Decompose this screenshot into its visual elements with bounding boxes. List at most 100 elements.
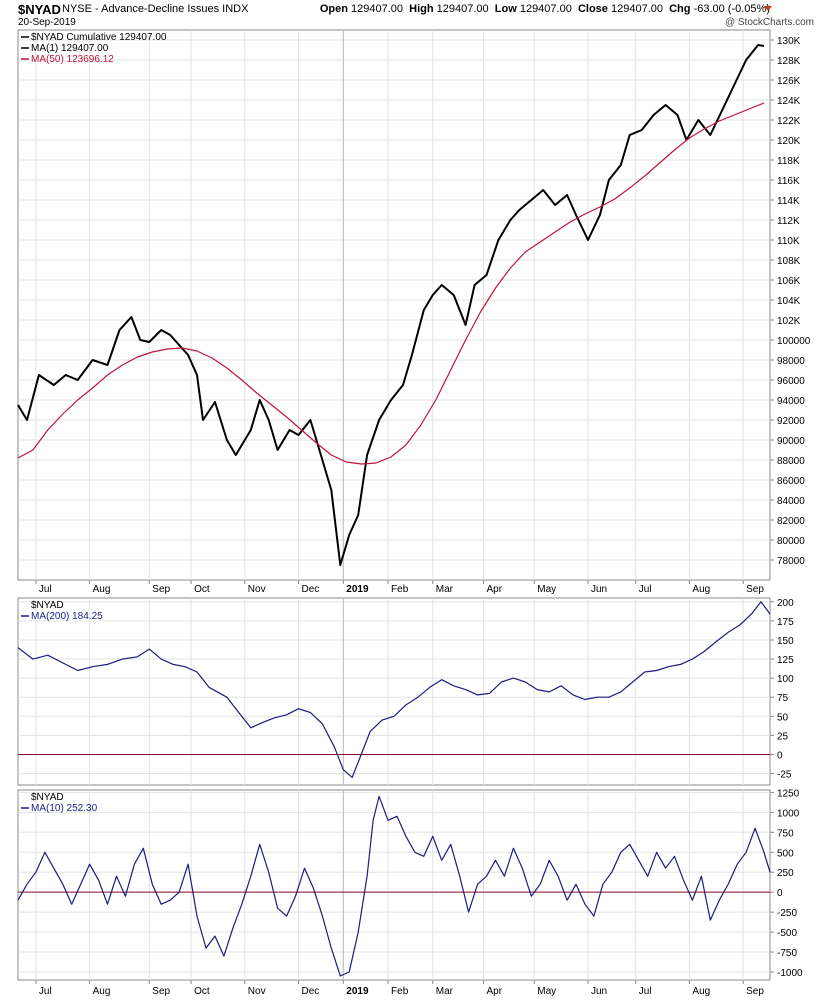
y-tick-label: 750 <box>777 828 794 839</box>
y-tick-label: 118K <box>777 156 800 167</box>
x-tick-label: Dec <box>302 986 320 997</box>
y-tick-label: 500 <box>777 848 794 859</box>
x-tick-label: 2019 <box>346 986 369 997</box>
x-tick-label: Jul <box>39 986 52 997</box>
y-tick-label: 175 <box>777 617 794 628</box>
y-tick-label: 82000 <box>777 516 805 527</box>
y-tick-label: 96000 <box>777 376 805 387</box>
y-tick-label: -500 <box>777 928 797 939</box>
x-tick-label: Sep <box>152 584 170 595</box>
legend-entry: MA(200) 184.25 <box>31 611 103 622</box>
legend-entry: MA(50) 123696.12 <box>31 54 114 65</box>
y-tick-label: 86000 <box>777 476 805 487</box>
plot-frame <box>17 29 771 581</box>
y-tick-label: 25 <box>777 731 789 742</box>
y-tick-label: 84000 <box>777 496 805 507</box>
close-value: 129407.00 <box>610 3 663 15</box>
y-tick-label: 250 <box>777 868 794 879</box>
ma50-series-line <box>17 102 765 465</box>
x-tick-label: Jul <box>639 584 652 595</box>
y-tick-label: 122K <box>777 116 801 127</box>
y-tick-label: 150 <box>777 636 794 647</box>
y-tick-label: 0 <box>777 750 783 761</box>
brand-watermark: @ StockCharts.com <box>724 17 814 28</box>
low-label: Low <box>494 3 517 15</box>
y-tick-label: 1000 <box>777 808 800 819</box>
x-tick-label: Apr <box>487 986 503 997</box>
x-tick-label: 2019 <box>346 584 369 595</box>
x-tick-label: Apr <box>487 584 503 595</box>
chart-date: 20-Sep-2019 <box>18 17 76 28</box>
x-tick-label: Aug <box>692 986 710 997</box>
x-tick-label: Mar <box>436 986 454 997</box>
x-tick-label: Jul <box>39 584 52 595</box>
symbol-label: $NYAD <box>18 2 61 17</box>
plot-frame <box>17 789 771 981</box>
y-tick-label: 90000 <box>777 436 805 447</box>
y-tick-label: 98000 <box>777 356 805 367</box>
y-tick-label: 108K <box>777 256 801 267</box>
x-tick-label: Aug <box>692 584 710 595</box>
ma10-oscillator-panel: 1250 1000 750 500 250 0 -250 -500 -750 -1000 $NYAD… <box>17 788 803 997</box>
x-tick-label: Jun <box>591 584 607 595</box>
y-tick-label: 94000 <box>777 396 805 407</box>
y-tick-label: -1000 <box>777 968 803 979</box>
chg-label: Chg <box>669 3 691 15</box>
x-tick-label: Feb <box>391 584 409 595</box>
y-tick-label: 110K <box>777 236 800 247</box>
low-value: 129407.00 <box>519 3 572 15</box>
legend-entry: $NYAD <box>31 600 64 611</box>
y-tick-label: 200 <box>777 598 794 609</box>
y-tick-label: -750 <box>777 948 797 959</box>
plot-frame <box>17 597 771 786</box>
y-tick-label: 125 <box>777 655 794 666</box>
high-label: High <box>409 3 434 15</box>
x-tick-label: Nov <box>248 584 266 595</box>
x-tick-label: Jul <box>639 986 652 997</box>
osc-series-line <box>17 601 771 778</box>
y-tick-label: 75 <box>777 693 789 704</box>
y-tick-label: 100 <box>777 674 794 685</box>
legend-entry: $NYAD <box>31 792 64 803</box>
x-tick-label: Sep <box>746 986 764 997</box>
close-label: Close <box>577 3 608 15</box>
y-tick-label: 116K <box>777 176 800 187</box>
y-tick-label: 130K <box>777 36 801 47</box>
y-tick-label: 120K <box>777 136 801 147</box>
y-tick-label: 106K <box>777 276 801 287</box>
x-tick-label: Aug <box>93 584 111 595</box>
price-series-line <box>17 44 765 566</box>
x-tick-label: Aug <box>93 986 111 997</box>
chg-value: -63.00 (-0.05%) <box>693 3 770 15</box>
x-tick-label: Nov <box>248 986 266 997</box>
osc-series-line <box>17 795 771 977</box>
ohlc-readout: Open 129407.00 High 129407.00 Low 129407… <box>320 3 770 15</box>
y-tick-label: 50 <box>777 712 789 723</box>
x-tick-label: Jun <box>591 986 607 997</box>
y-tick-label: 112K <box>777 216 800 227</box>
y-tick-label: 126K <box>777 76 801 87</box>
legend-entry: MA(1) 129407.00 <box>31 43 109 54</box>
y-tick-label: 128K <box>777 56 801 67</box>
open-value: 129407.00 <box>351 3 403 15</box>
price-panel: 78000 80000 82000 84000 86000 88000 90000 92000… <box>17 29 811 595</box>
y-tick-label: 124K <box>777 96 801 107</box>
symbol-description: NYSE - Advance-Decline Issues INDX <box>62 3 249 15</box>
x-tick-label: Mar <box>436 584 454 595</box>
x-tick-label: May <box>537 986 556 997</box>
y-tick-label: 104K <box>777 296 801 307</box>
x-tick-label: Dec <box>302 584 320 595</box>
y-tick-label: 88000 <box>777 456 805 467</box>
open-label: Open <box>319 3 348 15</box>
y-tick-label: 0 <box>777 888 783 899</box>
y-tick-label: 100000 <box>777 336 811 347</box>
y-tick-label: -25 <box>777 770 792 781</box>
legend-entry: $NYAD Cumulative 129407.00 <box>31 32 167 43</box>
y-tick-label: 102K <box>777 316 801 327</box>
y-tick-label: 92000 <box>777 416 805 427</box>
chart-header: $NYAD NYSE - Advance-Decline Issues INDX… <box>0 0 820 30</box>
y-tick-label: 1250 <box>777 788 800 799</box>
x-tick-label: Oct <box>194 986 210 997</box>
